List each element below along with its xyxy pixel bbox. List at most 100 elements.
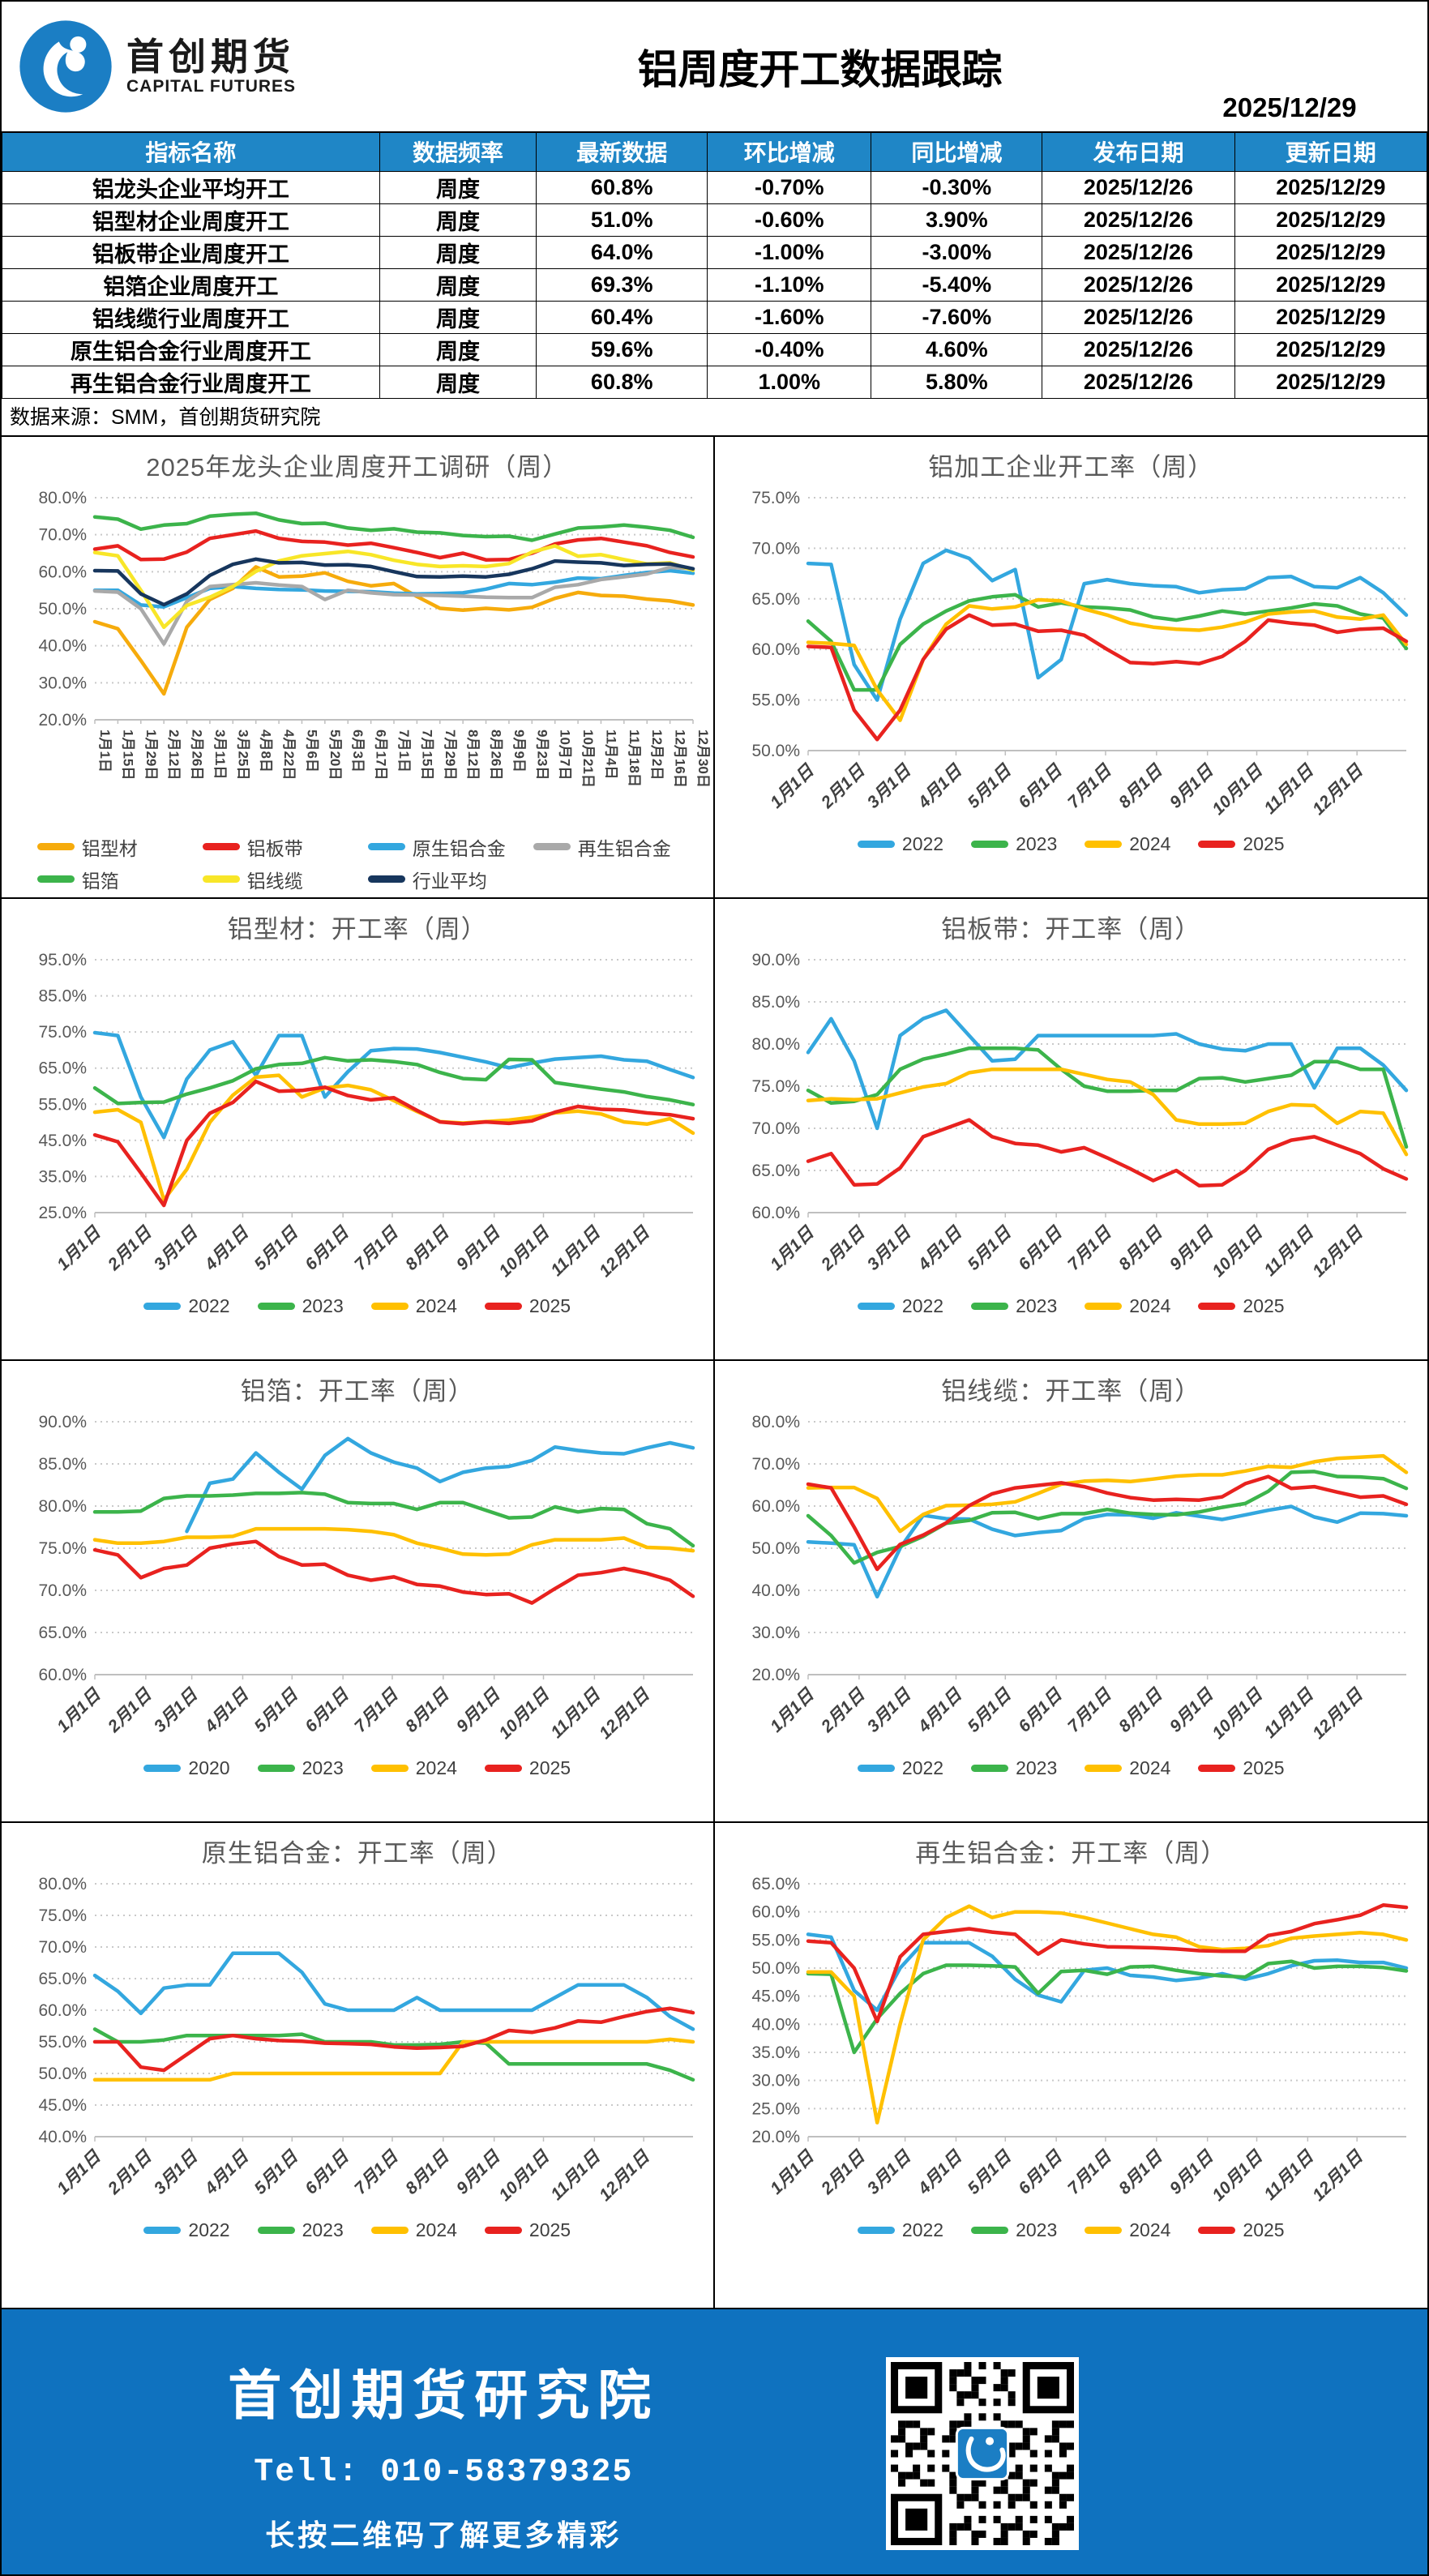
svg-text:75.0%: 75.0% — [752, 489, 801, 507]
svg-text:60.0%: 60.0% — [38, 563, 87, 581]
table-cell: 周度 — [379, 332, 537, 366]
svg-text:65.0%: 65.0% — [752, 1875, 801, 1893]
legend-swatch — [1085, 1302, 1123, 1310]
legend-item-2025: 2025 — [1198, 2219, 1285, 2241]
svg-text:3月1日: 3月1日 — [150, 1222, 202, 1273]
svg-text:3月1日: 3月1日 — [864, 760, 916, 811]
table-cell: 4.60% — [871, 332, 1043, 366]
svg-text:10月1日: 10月1日 — [495, 1222, 554, 1280]
svg-text:11月1日: 11月1日 — [1260, 1222, 1318, 1279]
chart-title: 再生铝合金：开工率（周） — [915, 1838, 1227, 1868]
table-cell: 2025/12/29 — [1234, 170, 1427, 204]
legend-swatch — [971, 1302, 1009, 1310]
table-cell: 3.90% — [871, 203, 1043, 237]
svg-text:6月1日: 6月1日 — [302, 2146, 353, 2197]
legend-swatch — [971, 2226, 1009, 2234]
legend-item-2022: 2022 — [143, 1295, 230, 1317]
table-cell: 2025/12/26 — [1042, 235, 1235, 269]
legend-label: 铝线缆 — [246, 870, 303, 892]
legend-label: 2025 — [1243, 1294, 1285, 1316]
table-cell: 64.0% — [536, 235, 708, 269]
legend-item-2023: 2023 — [257, 1757, 344, 1779]
svg-text:7月1日: 7月1日 — [351, 1684, 403, 1735]
chart-cell-7: 原生铝合金：开工率（周） 40.0% 45.0% 50.0% 55.0% 60.0% 65.… — [2, 1822, 715, 2309]
svg-text:75.0%: 75.0% — [38, 1906, 87, 1925]
table-cell: 2025/12/26 — [1042, 300, 1235, 334]
legend-label: 2022 — [901, 1294, 944, 1316]
svg-text:70.0%: 70.0% — [752, 1119, 801, 1138]
legend-label: 铝箔 — [81, 870, 119, 892]
table-cell: -1.00% — [707, 235, 872, 269]
svg-text:3月1日: 3月1日 — [864, 1684, 916, 1735]
legend-item-2023: 2023 — [257, 1295, 344, 1317]
chart-title: 2025年龙头企业周度开工调研（周） — [146, 452, 569, 481]
svg-text:55.0%: 55.0% — [752, 1931, 801, 1949]
legend-label: 2022 — [901, 2219, 944, 2240]
svg-text:5月6日: 5月6日 — [304, 730, 319, 772]
legend-label: 2022 — [901, 1757, 944, 1778]
table-cell: 2025/12/29 — [1234, 300, 1427, 334]
chart-plot: 60.0% 65.0% 70.0% 75.0% 80.0% 85.0% 90.0% 1月1日 2… — [38, 1413, 695, 1743]
svg-text:85.0%: 85.0% — [752, 993, 801, 1012]
svg-text:60.0%: 60.0% — [752, 1497, 801, 1516]
legend-item-2024: 2024 — [370, 2219, 457, 2241]
legend-label: 原生铝合金 — [412, 837, 506, 859]
logo-swirl-icon — [19, 20, 112, 113]
legend-item-铝型材: 铝型材 — [36, 833, 191, 861]
svg-text:7月15日: 7月15日 — [419, 730, 434, 780]
table-cell: 2025/12/26 — [1042, 203, 1235, 237]
chart-title: 铝箔：开工率（周） — [240, 1376, 474, 1406]
legend-swatch — [484, 1764, 522, 1772]
chart-legend: 2022 2023 2024 2025 — [857, 2219, 1285, 2241]
chart-plot: 20.0% 25.0% 30.0% 35.0% 40.0% 45.0% 50.0% 55.0%… — [752, 1875, 1409, 2205]
svg-text:9月9日: 9月9日 — [511, 730, 527, 772]
table-cell: 铝箔企业周度开工 — [2, 267, 380, 302]
svg-text:40.0%: 40.0% — [38, 2128, 87, 2146]
svg-text:1月1日: 1月1日 — [767, 2146, 819, 2197]
legend-label: 2025 — [528, 2219, 571, 2240]
svg-text:11月1日: 11月1日 — [1260, 760, 1318, 817]
svg-text:6月3日: 6月3日 — [350, 730, 366, 772]
footer-tel: Tell: 010-58379325 — [254, 2454, 634, 2491]
svg-text:6月1日: 6月1日 — [1015, 2146, 1067, 2197]
svg-text:3月11日: 3月11日 — [212, 730, 228, 779]
legend-item-2023: 2023 — [971, 1757, 1057, 1779]
legend-label: 2024 — [415, 1294, 457, 1316]
legend-item-2020: 2020 — [143, 1757, 230, 1779]
legend-item-2023: 2023 — [971, 1295, 1057, 1317]
svg-text:4月1日: 4月1日 — [914, 1684, 967, 1736]
table-row: 铝板带企业周度开工 周度 64.0% -1.00% -3.00% 2025/12/26 20… — [2, 235, 1427, 269]
legend-label: 2024 — [1129, 1294, 1171, 1316]
svg-text:4月22日: 4月22日 — [281, 730, 297, 780]
svg-text:6月1日: 6月1日 — [1015, 1222, 1067, 1273]
svg-text:9月23日: 9月23日 — [534, 730, 550, 780]
legend-swatch — [202, 843, 240, 850]
chart-plot: 60.0% 65.0% 70.0% 75.0% 80.0% 85.0% 90.0% 1月1日 2… — [752, 951, 1409, 1281]
table-row: 铝线缆行业周度开工 周度 60.4% -1.60% -7.60% 2025/12/26 20… — [2, 300, 1427, 334]
svg-text:1月1日: 1月1日 — [53, 2146, 105, 2197]
svg-text:4月1日: 4月1日 — [914, 1222, 967, 1274]
legend-label: 2023 — [1016, 1757, 1058, 1778]
legend-item-2022: 2022 — [857, 1294, 944, 1317]
svg-text:2月1日: 2月1日 — [817, 760, 870, 812]
legend-item-2022: 2022 — [857, 833, 943, 855]
svg-text:7月1日: 7月1日 — [1064, 1684, 1116, 1735]
legend-swatch — [36, 843, 75, 850]
legend-label: 2025 — [1243, 832, 1285, 854]
footer-org: 首创期货研究院 — [228, 2365, 660, 2425]
table-cell: 周度 — [379, 235, 537, 269]
legend-swatch — [971, 840, 1009, 848]
chart-cell-8: 再生铝合金：开工率（周） 20.0% 25.0% 30.0% 35.0% 40.0% 45.… — [714, 1822, 1427, 2309]
indicator-table: 指标名称 数据频率 最新数据 环比增减 同比增减 发布日期 更新日期 铝龙头企业平均开工 周度… — [2, 131, 1427, 399]
svg-text:45.0%: 45.0% — [752, 1987, 801, 2005]
svg-text:1月1日: 1月1日 — [767, 1222, 819, 1273]
table-cell: -7.60% — [871, 300, 1043, 334]
table-cell: 铝板带企业周度开工 — [2, 235, 380, 269]
legend-swatch — [257, 2226, 295, 2234]
legend-item-2025: 2025 — [484, 1757, 571, 1779]
source-note: 数据来源：SMM，首创期货研究院 — [2, 399, 1427, 437]
table-cell: 51.0% — [536, 203, 708, 237]
svg-text:25.0%: 25.0% — [752, 2099, 801, 2118]
table-row: 原生铝合金行业周度开工 周度 59.6% -0.40% 4.60% 2025/12/26 2… — [2, 332, 1427, 366]
chart-cell-1: 2025年龙头企业周度开工调研（周） 20.0% 30.0% 40.0% 50.0% 60… — [2, 436, 715, 899]
